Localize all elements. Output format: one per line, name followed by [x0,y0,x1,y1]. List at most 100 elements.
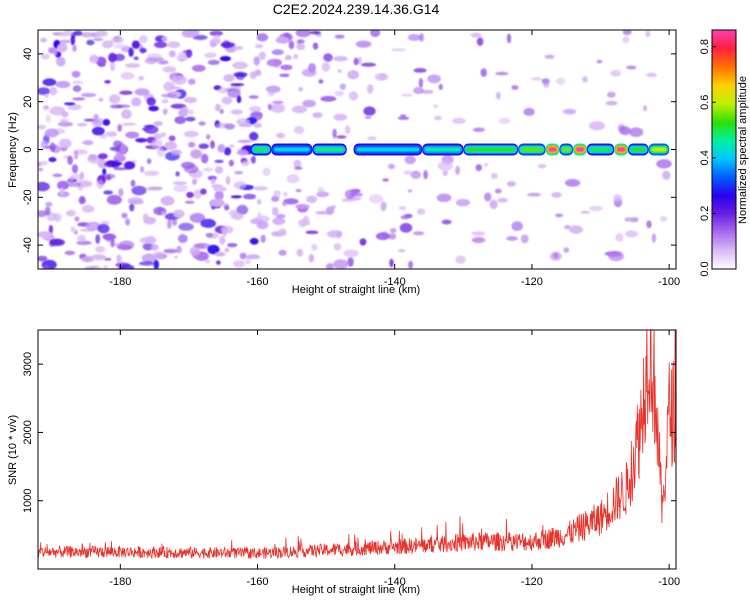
noise-blob [391,48,407,52]
colorbar-tick-label: 0.0 [699,261,711,276]
colorbar: 0.0 0.2 0.4 0.6 0.8 Normalized spectral ampl… [699,29,749,277]
noise-blob [67,176,76,184]
noise-blob [298,87,303,92]
noise-blob [398,206,407,211]
noise-blob [556,77,566,85]
noise-blob [258,51,266,60]
noise-blob [146,53,162,61]
noise-blob [45,114,51,123]
noise-blob [44,94,49,98]
y-tick-label: 2000 [22,420,34,444]
noise-blob [161,36,168,42]
noise-blob [228,159,234,167]
noise-blob [498,117,511,124]
noise-blob [480,68,487,77]
noise-blob [138,76,145,81]
noise-blob [67,182,82,187]
noise-blob [243,193,257,200]
noise-blob [272,217,286,226]
y-tick-label: 20 [22,96,34,108]
noise-blob [318,79,324,84]
signal-core [576,147,584,152]
noise-blob [55,80,71,89]
noise-blob [219,56,231,62]
noise-blob [148,105,159,112]
noise-blob [367,136,377,141]
noise-blob [270,103,285,113]
noise-blob [333,55,348,62]
noise-blob [131,40,140,49]
signal-core [651,147,667,152]
noise-blob [96,179,105,189]
noise-blob [622,30,632,36]
noise-blob [413,68,427,73]
noise-blob [625,230,638,238]
noise-blob [142,242,154,251]
noise-blob [645,30,651,38]
signal-core [631,147,646,152]
spectrogram-y-ticks: -40 -20 0 20 40 [22,48,676,253]
noise-blob [230,195,242,199]
noise-blob [209,198,225,208]
noise-blob [200,218,216,228]
noise-blob [193,189,202,199]
noise-blob [379,73,386,80]
noise-blob [139,47,147,54]
noise-blob [108,94,121,104]
noise-blob [201,153,209,164]
noise-blob [511,221,523,232]
noise-blob [55,56,66,67]
noise-blob [48,157,57,163]
noise-blob [185,49,193,58]
noise-blob [403,170,413,175]
noise-blob [188,141,196,148]
noise-blob [312,112,323,118]
noise-blob [48,224,54,235]
noise-blob [186,191,194,198]
noise-blob [120,72,135,80]
noise-blob [337,69,342,73]
noise-blob [53,49,58,56]
noise-blob [89,54,99,64]
noise-blob [589,121,605,131]
noise-blob [157,147,165,158]
noise-blob [605,100,618,106]
noise-blob [102,119,111,126]
noise-blob [123,161,136,170]
noise-blob [295,30,311,38]
noise-blob [228,144,235,148]
noise-blob [646,220,652,229]
noise-blob [275,36,290,44]
noise-blob [221,96,233,105]
noise-blob [116,244,133,251]
noise-blob [106,194,122,205]
noise-blob [214,251,226,257]
x-tick-label: -180 [109,276,131,288]
noise-blob [173,184,188,193]
noise-blob [216,260,221,265]
noise-blob [93,37,104,42]
noise-blob [213,34,221,44]
noise-blob [109,61,116,72]
noise-blob [294,166,303,170]
noise-blob [171,75,187,85]
noise-blob [279,73,290,78]
noise-blob [60,187,64,197]
noise-blob [173,209,185,219]
noise-blob [273,190,281,198]
noise-blob [476,37,484,46]
noise-blob [389,258,394,268]
noise-blob [436,193,452,203]
noise-blob [433,104,438,108]
noise-blob [231,212,244,221]
noise-blob [168,135,176,142]
noise-blob [224,247,230,253]
noise-blob [563,247,570,253]
noise-blob [110,38,124,44]
noise-blob [164,141,178,150]
noise-blob [357,56,362,65]
noise-blob [57,121,74,127]
noise-blob [185,116,196,122]
noise-blob [198,143,209,149]
noise-blob [153,121,163,127]
